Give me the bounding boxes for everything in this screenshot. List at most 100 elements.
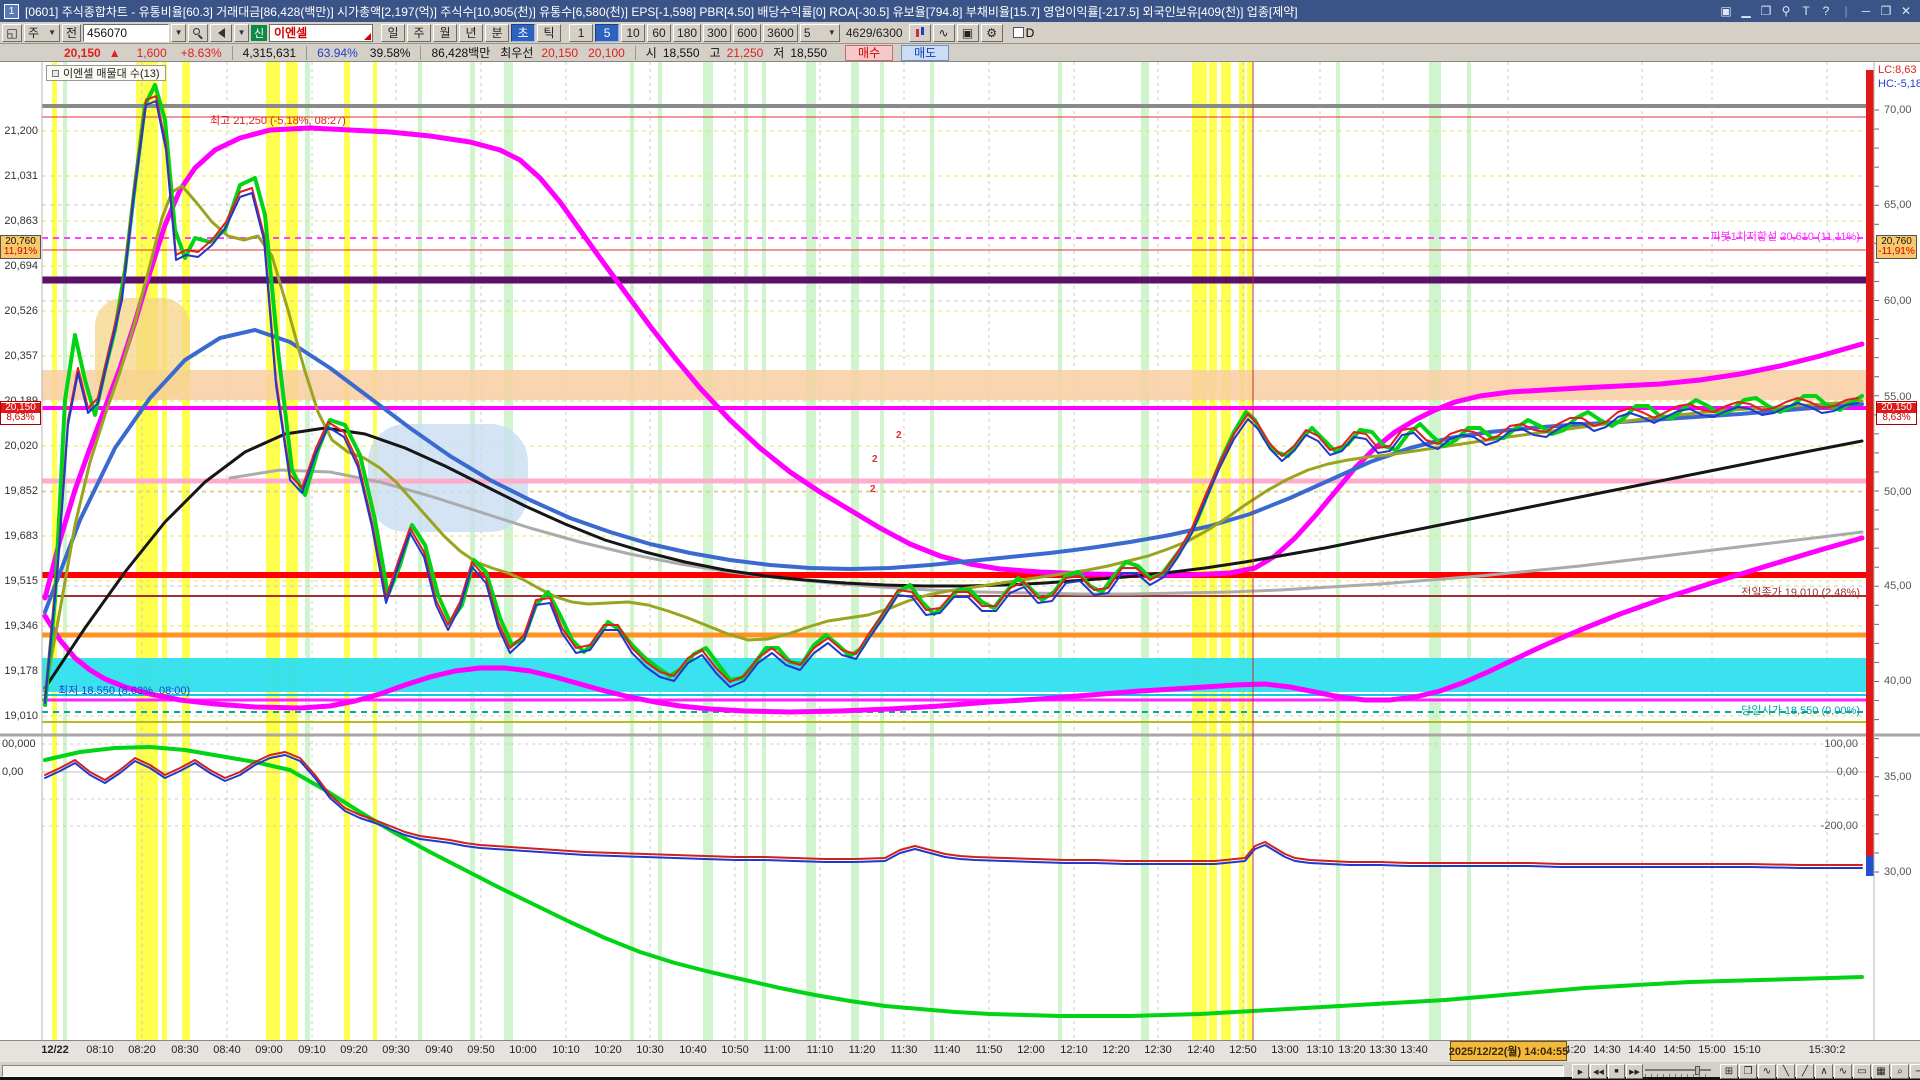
interval-600[interactable]: 600 [733,23,762,42]
level-line [42,771,1874,773]
region-tool-icon[interactable]: ▭ [1853,1064,1871,1079]
search-button[interactable] [188,23,209,42]
series-sub-trace-blue [44,754,1863,869]
add-chart-icon[interactable]: ⊞ [1720,1064,1738,1079]
peak-tool-icon[interactable]: ∧ [1815,1064,1833,1079]
line-style-button[interactable]: ∿ [932,23,955,42]
window-title: [0601] 주식종합차트 - 유통비율[60.3] 거래대금[86,428(백… [25,4,1298,19]
wave-icon[interactable]: ∿ [1758,1064,1776,1079]
sound-dropdown-button[interactable]: ▼ [234,23,250,42]
duplicate-window-icon[interactable]: ❐ [1760,4,1772,18]
help-icon[interactable]: ? [1822,4,1830,18]
new-window-button[interactable]: ◱ [2,23,22,42]
grid-tool-icon[interactable]: ▦ [1872,1064,1890,1079]
stop-button[interactable]: ■ [1608,1064,1625,1079]
session-stripe [305,62,310,1040]
close-button[interactable]: ✕ [1900,4,1912,18]
low-price: 18,550 [790,45,828,60]
minimize-button[interactable]: ─ [1861,4,1871,18]
count-combo[interactable]: 5 ▼ [799,23,840,42]
high-label: 고 [709,46,721,60]
time-axis-label: 14:40 [1628,1044,1656,1056]
zigzag-tool-icon[interactable]: ∿ [1834,1064,1852,1079]
interval-10[interactable]: 10 [621,23,646,42]
time-axis-label: 13:10 [1306,1044,1334,1056]
copy-window-icon[interactable]: ▣ [1720,4,1732,18]
session-stripe [52,62,57,1040]
up-arrow-icon: ▲ [108,45,121,60]
tab-tick[interactable]: 틱 [537,23,562,42]
session-stripe [373,62,377,1040]
level-line [42,632,1874,638]
tab-daily[interactable]: 일 [381,23,406,42]
slider-rail [1645,1069,1711,1071]
volume-ratio: 63.94% [317,45,358,60]
tab-weekly[interactable]: 주 [407,23,432,42]
time-axis: 12/22 08:10 08:20 08:30 08:40 09:00 09:10 09:20… [0,1040,1920,1062]
level-line [42,478,1874,484]
sell-button[interactable]: 매도 [901,44,950,61]
time-axis-label: 13:40 [1400,1044,1428,1056]
fast-forward-button[interactable]: ▶▶ [1626,1064,1643,1079]
settings-button[interactable]: ⚙ [980,23,1003,42]
chevron-down-icon: ▼ [827,28,836,37]
chart-scroll-track[interactable] [2,1065,1564,1077]
zoom-slider[interactable] [1645,1066,1711,1078]
zoom-out-button[interactable]: − [1910,1064,1920,1079]
tab-second[interactable]: 초 [511,23,536,42]
session-stripe [504,62,513,1040]
titlebar: 1 [0601] 주식종합차트 - 유통비율[60.3] 거래대금[86,428… [0,0,1920,22]
interval-5[interactable]: 5 [595,23,620,42]
rewind-button[interactable]: ◀◀ [1590,1064,1607,1079]
zoom-icon[interactable]: ⌕ [1891,1064,1909,1079]
best-bid: 20,150 [541,45,579,60]
chart-area[interactable]: 21,200 21,031 20,863 20,694 20,526 20,357 20,1… [0,62,1920,1040]
buy-button[interactable]: 매수 [845,44,894,61]
stock-name-field[interactable]: 이엔셀 [269,23,374,42]
font-icon[interactable]: T [1802,4,1810,18]
save-button[interactable]: ▣ [956,23,979,42]
tab-yearly[interactable]: 년 [459,23,484,42]
range-strip-up [1866,70,1874,856]
trendline-up-icon[interactable]: ╱ [1796,1064,1814,1079]
stock-code-input[interactable] [83,23,170,42]
legend-marker-icon [52,69,59,77]
interval-3600[interactable]: 3600 [763,23,798,42]
titlebar-separator: | [1844,4,1848,18]
slider-ticks [1645,1074,1711,1077]
pin-icon[interactable]: ⚲ [1781,4,1791,18]
sound-button[interactable] [210,23,233,42]
time-axis-label: 10:20 [594,1044,622,1056]
code-dropdown-button[interactable]: ▼ [171,23,187,42]
time-axis-label: 12:00 [1017,1044,1045,1056]
interval-1[interactable]: 1 [569,23,594,42]
candle-style-button[interactable] [908,23,931,42]
turnover-ratio: 39.58% [369,45,411,60]
rollup-icon[interactable]: ▁ [1741,4,1751,18]
time-axis-label: 12:10 [1060,1044,1088,1056]
time-axis-label: 10:40 [679,1044,707,1056]
session-stripe [744,62,748,1040]
chart-legend[interactable]: 이엔셀 매물대 수(13) [46,65,166,81]
d-checkbox[interactable] [1012,27,1024,38]
time-axis-label: 11:40 [933,1044,961,1056]
time-axis-label: 12/22 [41,1044,69,1056]
prev-stock-button[interactable]: 전 [62,23,82,42]
session-stripe [658,62,662,1040]
tab-monthly[interactable]: 월 [433,23,458,42]
play-button[interactable]: ▶ [1572,1064,1589,1079]
speaker-icon [217,27,225,38]
duplicate-chart-icon[interactable]: ❐ [1739,1064,1757,1079]
trendline-down-icon[interactable]: ╲ [1777,1064,1795,1079]
interval-180[interactable]: 180 [673,23,702,42]
high-change-readout: HC:-5,18 [1878,78,1920,90]
interval-300[interactable]: 300 [703,23,732,42]
interval-60[interactable]: 60 [647,23,672,42]
market-combo[interactable]: 주 ▼ [24,23,60,42]
restore-button[interactable]: ❐ [1880,4,1892,18]
tab-minute[interactable]: 분 [485,23,510,42]
bar-counter: 4629/6300 [845,25,903,40]
session-stripe [470,62,475,1040]
session-stripe [703,62,713,1040]
open-label: 시 [645,46,657,60]
